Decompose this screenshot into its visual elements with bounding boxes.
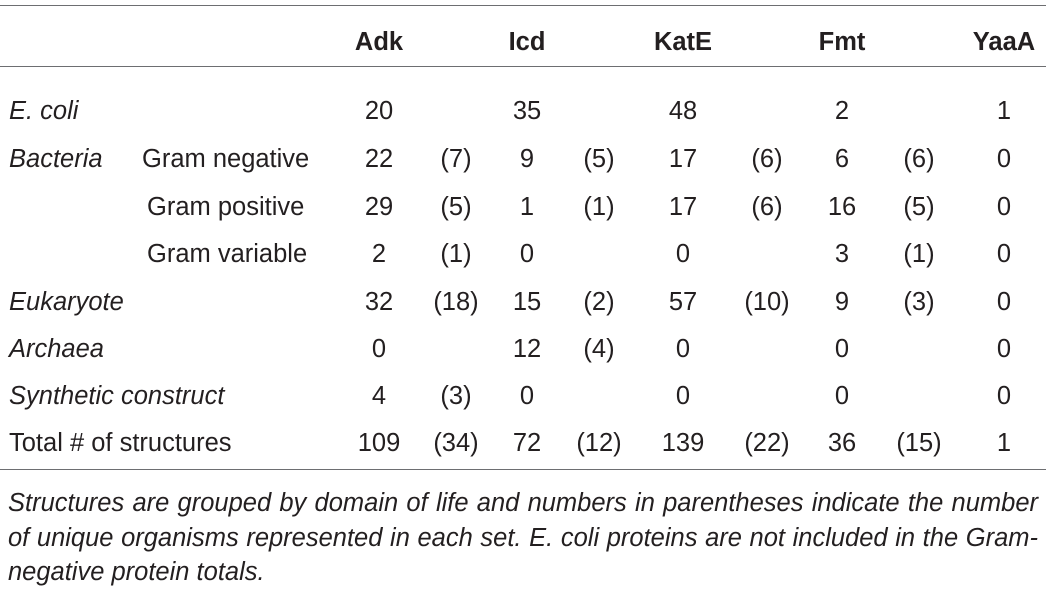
cell-icd-p: (12) <box>576 429 622 457</box>
cell-kate: 0 <box>675 335 691 363</box>
row-subgroup-label: Gram variable <box>147 240 308 268</box>
cell-icd: 9 <box>519 145 535 173</box>
cell-icd-p: (2) <box>583 288 615 316</box>
cell-adk: 2 <box>371 240 387 268</box>
cell-fmt: 3 <box>834 240 850 268</box>
row-group-label: Total # of structures <box>9 429 232 457</box>
cell-fmt: 0 <box>834 335 850 363</box>
cell-icd: 0 <box>519 240 535 268</box>
cell-fmt-p: (5) <box>903 193 935 221</box>
table-bottom-rule <box>0 469 1046 470</box>
cell-fmt: 6 <box>834 145 850 173</box>
cell-adk-p: (1) <box>440 240 472 268</box>
cell-icd: 0 <box>519 382 535 410</box>
table-header-row: Adk Icd KatE Fmt YaaA <box>0 22 1046 62</box>
cell-fmt-p: (3) <box>903 288 935 316</box>
header-kate: KatE <box>653 28 713 56</box>
cell-adk-p: (7) <box>440 145 472 173</box>
cell-adk: 29 <box>364 193 394 221</box>
cell-yaaa: 1 <box>996 97 1012 125</box>
cell-yaaa: 0 <box>996 193 1012 221</box>
cell-adk: 109 <box>357 429 401 457</box>
table-row: Total # of structures 109 (34) 72 (12) 139 (22… <box>0 423 1046 463</box>
table-row: Bacteria Gram negative 22 (7) 9 (5) 17 (6) 6 (6) 0 <box>0 139 1046 179</box>
cell-yaaa: 0 <box>996 288 1012 316</box>
table-top-rule <box>0 5 1046 6</box>
row-group-label: Eukaryote <box>9 288 124 316</box>
cell-adk-p: (5) <box>440 193 472 221</box>
row-group-label: Bacteria <box>9 145 103 173</box>
cell-adk: 0 <box>371 335 387 363</box>
cell-icd-p: (4) <box>583 335 615 363</box>
header-adk: Adk <box>354 28 404 56</box>
cell-fmt: 36 <box>827 429 857 457</box>
table-row: E. coli 20 35 48 2 1 <box>0 91 1046 131</box>
cell-icd: 1 <box>519 193 535 221</box>
cell-kate: 0 <box>675 382 691 410</box>
cell-icd: 35 <box>512 97 542 125</box>
cell-kate: 139 <box>661 429 705 457</box>
cell-fmt: 9 <box>834 288 850 316</box>
cell-kate: 17 <box>668 193 698 221</box>
cell-kate: 48 <box>668 97 698 125</box>
row-subgroup-label: Gram positive <box>147 193 305 221</box>
table-row: Gram positive 29 (5) 1 (1) 17 (6) 16 (5) 0 <box>0 187 1046 227</box>
table-row: Synthetic construct 4 (3) 0 0 0 0 <box>0 376 1046 416</box>
cell-icd: 72 <box>512 429 542 457</box>
cell-kate-p: (6) <box>751 145 783 173</box>
cell-adk-p: (3) <box>440 382 472 410</box>
cell-icd-p: (5) <box>583 145 615 173</box>
table-row: Eukaryote 32 (18) 15 (2) 57 (10) 9 (3) 0 <box>0 282 1046 322</box>
cell-yaaa: 0 <box>996 240 1012 268</box>
row-group-label: Archaea <box>9 335 104 363</box>
cell-fmt-p: (15) <box>896 429 942 457</box>
cell-yaaa: 0 <box>996 335 1012 363</box>
cell-kate-p: (6) <box>751 193 783 221</box>
table-row: Gram variable 2 (1) 0 0 3 (1) 0 <box>0 234 1046 274</box>
cell-icd-p: (1) <box>583 193 615 221</box>
cell-icd: 12 <box>512 335 542 363</box>
cell-kate-p: (10) <box>744 288 790 316</box>
cell-yaaa: 0 <box>996 145 1012 173</box>
cell-yaaa: 0 <box>996 382 1012 410</box>
cell-kate: 0 <box>675 240 691 268</box>
cell-adk: 4 <box>371 382 387 410</box>
cell-adk: 32 <box>364 288 394 316</box>
cell-kate: 57 <box>668 288 698 316</box>
row-group-label: E. coli <box>9 97 79 125</box>
cell-fmt: 16 <box>827 193 857 221</box>
header-icd: Icd <box>508 28 546 56</box>
cell-fmt-p: (1) <box>903 240 935 268</box>
table-header-rule <box>0 66 1046 67</box>
cell-adk-p: (18) <box>433 288 479 316</box>
cell-adk-p: (34) <box>433 429 479 457</box>
row-subgroup-label: Gram negative <box>142 145 310 173</box>
cell-fmt: 0 <box>834 382 850 410</box>
cell-kate-p: (22) <box>744 429 790 457</box>
cell-fmt-p: (6) <box>903 145 935 173</box>
header-yaaa: YaaA <box>972 28 1036 56</box>
table-row: Archaea 0 12 (4) 0 0 0 <box>0 329 1046 369</box>
cell-kate: 17 <box>668 145 698 173</box>
table-footnote: Structures are grouped by domain of life… <box>8 489 1038 586</box>
header-fmt: Fmt <box>818 28 866 56</box>
cell-icd: 15 <box>512 288 542 316</box>
cell-adk: 22 <box>364 145 394 173</box>
cell-yaaa: 1 <box>996 429 1012 457</box>
cell-adk: 20 <box>364 97 394 125</box>
cell-fmt: 2 <box>834 97 850 125</box>
row-group-label: Synthetic construct <box>9 382 225 410</box>
